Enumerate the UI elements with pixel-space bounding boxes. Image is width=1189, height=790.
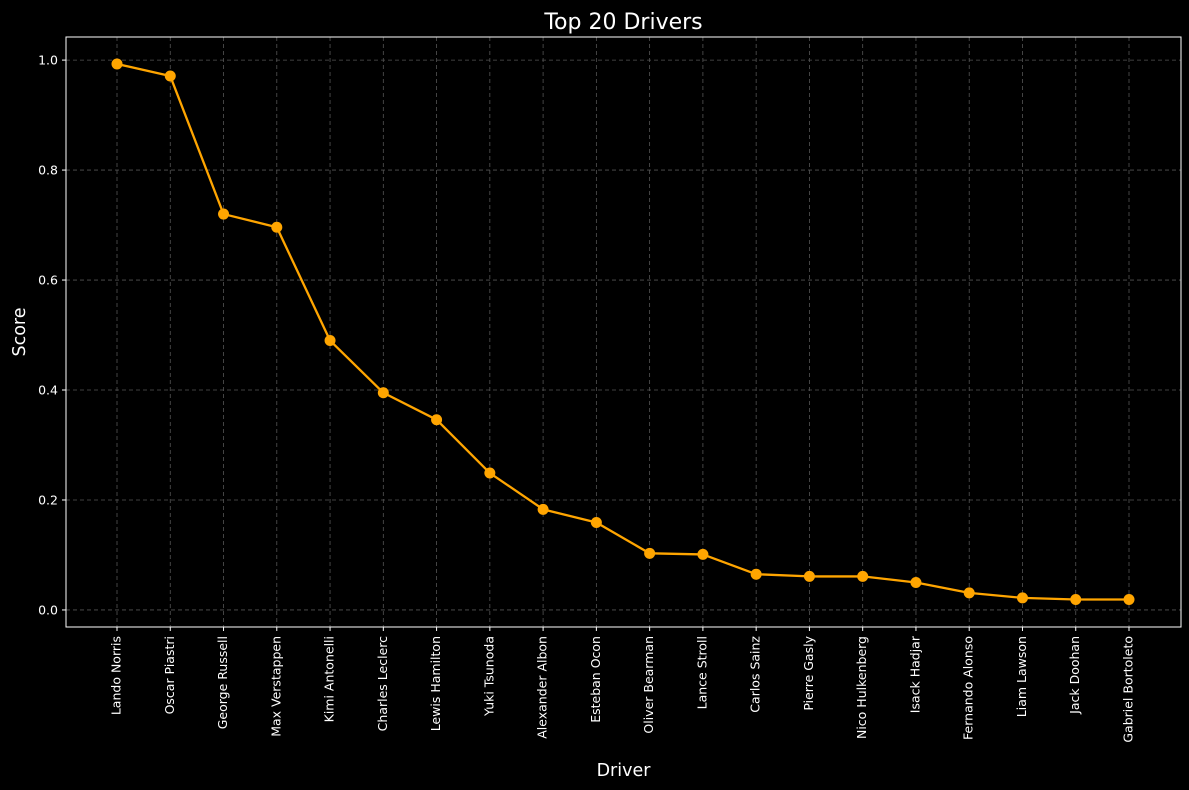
x-tick-label: Kimi Antonelli: [322, 636, 337, 722]
data-point: [537, 503, 549, 515]
data-point: [431, 414, 443, 426]
y-tick-label: 0.4: [38, 383, 58, 398]
data-point: [164, 70, 176, 82]
y-axis-label: Score: [10, 307, 30, 356]
x-tick-label: Esteban Ocon: [588, 636, 603, 723]
x-tick-label: Nico Hulkenberg: [854, 636, 869, 739]
data-point: [111, 58, 123, 70]
plot-area-frame: [65, 36, 1182, 628]
data-point: [1016, 592, 1028, 604]
series-group: [111, 58, 1135, 606]
x-tick-label: Pierre Gasly: [801, 635, 816, 710]
data-point: [377, 387, 389, 399]
x-tick-label: Lance Stroll: [694, 636, 709, 709]
data-point: [1123, 594, 1135, 606]
x-tick-label: Alexander Albon: [535, 636, 550, 739]
data-point: [271, 221, 283, 233]
data-point: [644, 547, 656, 559]
x-tick-label: Max Verstappen: [268, 636, 283, 737]
x-tick-label: Lando Norris: [109, 636, 124, 715]
x-axis-label: Driver: [597, 761, 652, 781]
y-tick-label: 0.2: [38, 492, 58, 507]
data-point: [324, 335, 336, 347]
x-tick-label: Oliver Bearman: [641, 636, 656, 734]
y-tick-label: 1.0: [38, 53, 58, 68]
grid: [66, 37, 1181, 627]
y-tick-label: 0.0: [38, 602, 58, 617]
x-tick-label: Carlos Sainz: [748, 636, 763, 713]
data-point: [910, 576, 922, 588]
x-tick-label: Oscar Piastri: [162, 636, 177, 714]
data-point: [1070, 594, 1082, 606]
x-tick-label: Lewis Hamilton: [428, 636, 443, 731]
x-tick-label: Isack Hadjar: [907, 635, 922, 713]
y-tick-label: 0.6: [38, 273, 58, 288]
chart-title: Top 20 Drivers: [543, 10, 702, 35]
data-point: [590, 517, 602, 529]
data-point: [218, 208, 230, 220]
data-point: [857, 570, 869, 582]
data-point: [803, 570, 815, 582]
x-tick-label: Jack Doohan: [1067, 636, 1082, 715]
data-point: [484, 467, 496, 479]
x-tick-label: Fernando Alonso: [961, 636, 976, 740]
series-line: [116, 62, 1129, 601]
x-tick-label: Charles Leclerc: [375, 636, 390, 731]
data-point: [963, 587, 975, 599]
data-point: [697, 548, 709, 560]
x-axis-ticks: Lando Norris Oscar Piastri George Russell M…: [109, 627, 1136, 743]
x-tick-label: Liam Lawson: [1014, 636, 1029, 717]
y-axis-ticks: 0.0 0.2 0.4 0.6 0.8 1.0: [38, 53, 66, 617]
data-point: [750, 568, 762, 580]
x-tick-label: George Russell: [215, 636, 230, 729]
x-tick-label: Gabriel Bortoleto: [1121, 636, 1136, 743]
y-tick-label: 0.8: [38, 163, 58, 178]
x-tick-label: Yuki Tsunoda: [481, 636, 496, 717]
